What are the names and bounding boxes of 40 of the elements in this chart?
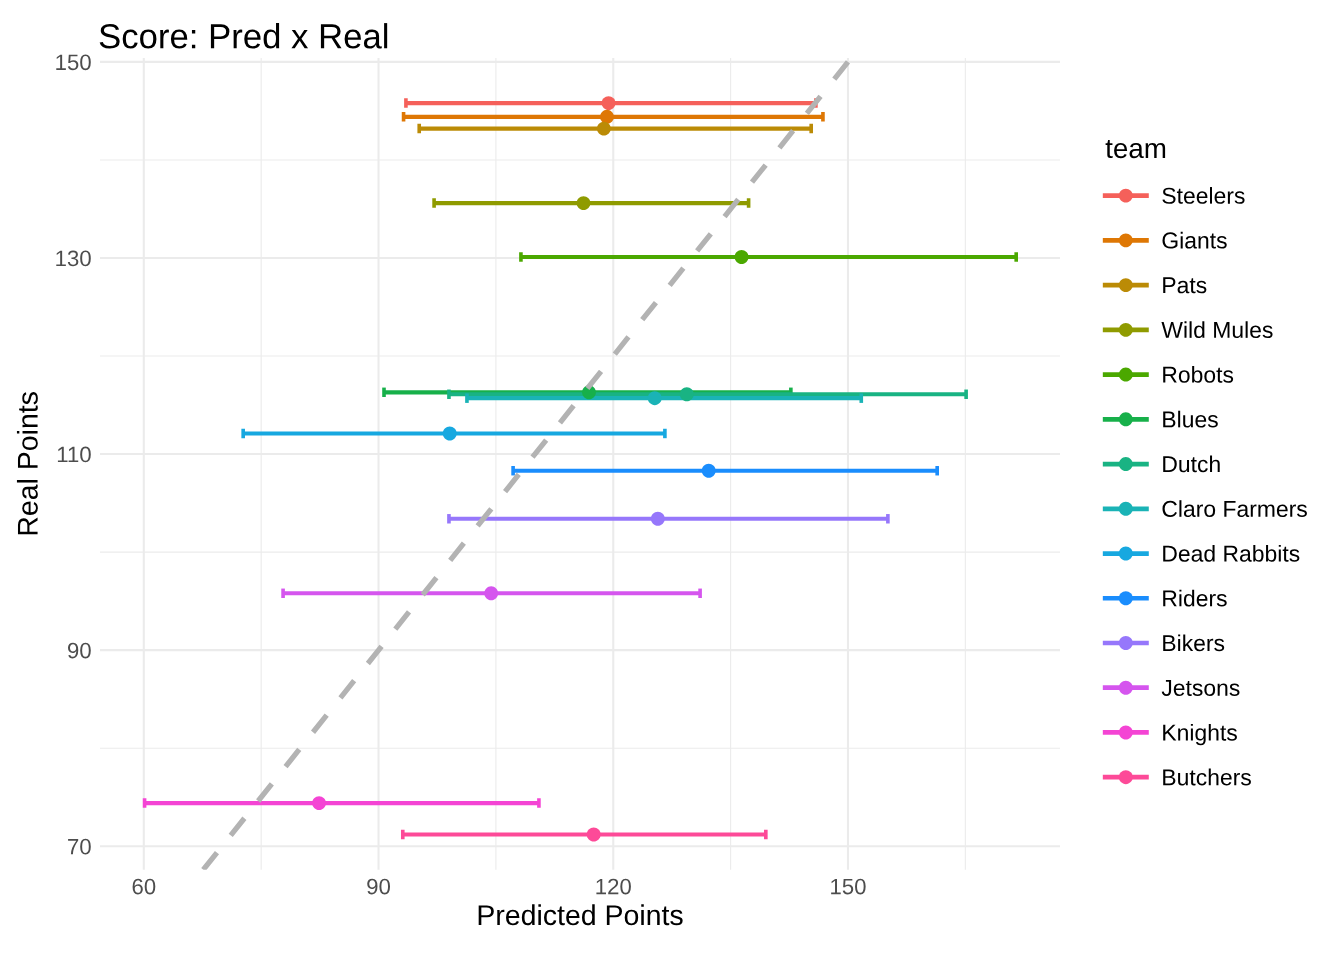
point: [601, 96, 616, 111]
legend-label: Knights: [1163, 723, 1237, 746]
x-tick-label: 150: [831, 878, 866, 895]
y-tick-label: 110: [57, 446, 91, 463]
x-axis-title: Predicted Points: [478, 904, 683, 926]
y-tick-label: 130: [56, 250, 91, 267]
y-tick-label: 70: [68, 838, 91, 855]
point: [576, 196, 591, 211]
legend-label: Dutch: [1163, 455, 1220, 473]
y-tick-label: 90: [67, 642, 91, 659]
point: [312, 796, 327, 811]
y-tick-label: 150: [56, 54, 91, 71]
legend-title: team: [1105, 139, 1166, 159]
point: [679, 387, 694, 402]
legend-label: Robots: [1163, 365, 1234, 383]
legend-label: Claro Farmers: [1162, 500, 1307, 518]
point: [484, 586, 499, 601]
point: [650, 511, 665, 526]
x-tick-label: 120: [596, 878, 631, 895]
legend-label: Pats: [1163, 277, 1207, 294]
x-tick-label: 60: [132, 878, 156, 895]
legend-label: Butchers: [1163, 768, 1251, 786]
legend-label: Blues: [1163, 410, 1218, 428]
legend-label: Steelers: [1162, 187, 1245, 204]
legend-label: Wild Mules: [1161, 321, 1273, 339]
point: [600, 109, 614, 124]
legend-label: Dead Rabbits: [1163, 544, 1300, 562]
point: [442, 426, 457, 441]
point: [701, 463, 716, 478]
y-axis-title: Real Points: [16, 392, 38, 535]
point: [596, 121, 611, 136]
legend-label: Jetsons: [1161, 679, 1240, 696]
point: [734, 250, 749, 264]
legend-label: Bikers: [1163, 634, 1225, 652]
legend-label: Giants: [1162, 231, 1227, 249]
chart-title: Score: Pred x Real: [99, 23, 388, 49]
x-tick-label: 90: [367, 878, 391, 895]
point: [647, 391, 662, 406]
point: [586, 827, 601, 842]
legend-label: Riders: [1163, 589, 1227, 607]
